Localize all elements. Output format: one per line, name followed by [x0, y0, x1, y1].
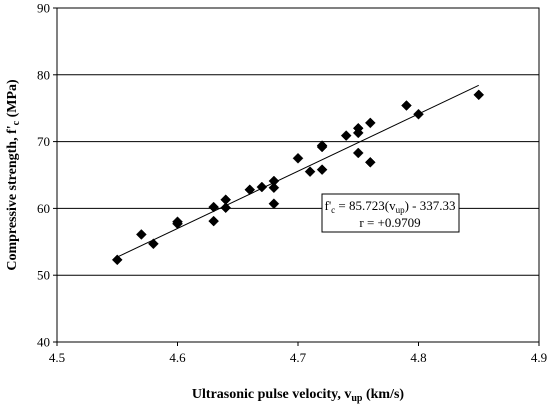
- data-point: [244, 184, 256, 196]
- x-axis: 4.5 4.6 4.7 4.8 4.9: [49, 342, 547, 365]
- x-tick-label: 4.6: [169, 350, 186, 365]
- equation-box: f'c = 85.723(vup) - 337.33 r = +0.9709: [321, 193, 460, 233]
- trendline-equation: f'c = 85.723(vup) - 337.33: [324, 198, 455, 215]
- plot-area: [56, 7, 540, 343]
- data-point: [413, 108, 424, 120]
- data-point: [220, 202, 232, 214]
- data-point: [304, 166, 316, 178]
- y-tick-label: 90: [37, 1, 50, 16]
- data-point: [268, 182, 280, 194]
- y-tick-label: 40: [37, 335, 50, 350]
- x-tick-label: 4.8: [410, 350, 426, 365]
- data-point: [316, 164, 328, 176]
- data-point: [364, 117, 376, 129]
- data-point: [111, 254, 123, 266]
- data-point: [208, 215, 220, 227]
- correlation-label: r = +0.9709: [359, 215, 420, 230]
- data-point: [364, 156, 376, 168]
- y-axis: 40 50 60 70 80 90: [37, 1, 57, 350]
- data-point: [172, 216, 183, 228]
- data-point: [292, 152, 304, 164]
- x-axis-title: Ultrasonic pulse velocity, vup (km/s): [192, 387, 405, 404]
- y-tick-label: 60: [37, 201, 50, 216]
- data-point: [256, 181, 268, 193]
- data-point: [352, 147, 364, 159]
- gridlines: [57, 74, 539, 276]
- data-point: [268, 175, 280, 187]
- data-point: [148, 238, 159, 250]
- data-point: [401, 100, 412, 111]
- data-point: [316, 140, 328, 151]
- x-tick-label: 4.5: [49, 350, 65, 365]
- data-point: [340, 130, 352, 141]
- y-tick-label: 70: [37, 134, 50, 149]
- data-point: [352, 127, 364, 139]
- data-point: [268, 198, 280, 210]
- y-tick-label: 50: [37, 268, 50, 283]
- data-point: [473, 89, 485, 101]
- y-tick-label: 80: [37, 67, 50, 82]
- x-tick-label: 4.9: [531, 350, 547, 365]
- data-point: [135, 229, 147, 240]
- data-points: [111, 89, 485, 266]
- y-axis-title: Compressive strength, f'c (MPa): [5, 79, 22, 271]
- x-tick-label: 4.7: [290, 350, 307, 365]
- data-point: [208, 201, 220, 213]
- data-point: [220, 194, 232, 206]
